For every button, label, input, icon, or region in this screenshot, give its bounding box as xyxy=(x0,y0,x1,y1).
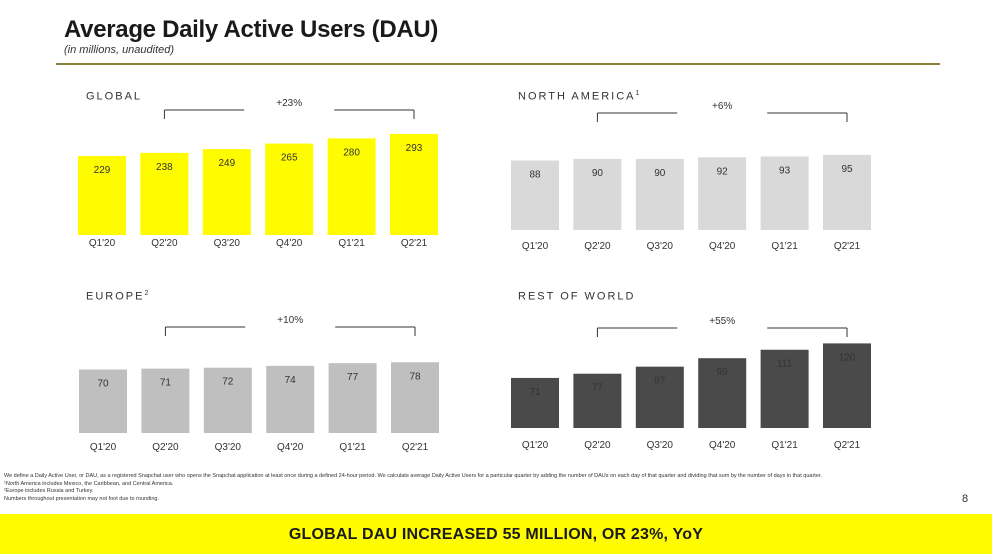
chart-title: NORTH AMERICA1 xyxy=(518,90,640,103)
growth-label: +55% xyxy=(709,316,735,327)
bar-Q3'20 xyxy=(203,367,252,433)
bar-value-label: 249 xyxy=(218,158,235,169)
x-tick-label: Q3'20 xyxy=(647,241,674,252)
bar-Q2'20 xyxy=(573,158,622,230)
growth-label: +6% xyxy=(712,101,732,112)
bar-Q1'21 xyxy=(760,156,809,230)
bar-value-label: 77 xyxy=(347,372,359,383)
bar-Q1'21 xyxy=(328,363,377,433)
chart-title: GLOBAL xyxy=(86,90,143,103)
x-tick-label: Q2'21 xyxy=(834,440,861,451)
footnote-definition: We define a Daily Active User, or DAU, a… xyxy=(4,473,822,479)
bar-Q1'20 xyxy=(511,160,559,230)
rest-of-world-chart: 71 Q1'20 77 Q2'20 87 Q3'20 99 Q4'20 111 Q1'21 120 Q… xyxy=(511,316,871,451)
bar-value-label: 87 xyxy=(654,376,666,387)
bar-Q3'20 xyxy=(202,149,251,235)
bar-value-label: 70 xyxy=(97,379,109,390)
global-chart: 229 Q1'20 238 Q2'20 249 Q3'20 265 Q4'20 280 Q1'21… xyxy=(78,98,438,249)
x-tick-label: Q2'21 xyxy=(834,241,861,252)
bar-value-label: 120 xyxy=(839,352,856,363)
europe-chart: 70 Q1'20 71 Q2'20 72 Q3'20 74 Q4'20 77 Q1'21 78 Q2'… xyxy=(79,315,439,453)
bar-Q1'21 xyxy=(760,349,809,428)
bar-Q4'20 xyxy=(265,143,314,235)
bar-Q3'20 xyxy=(635,366,684,428)
footnote-2: ²Europe includes Russia and Turkey. xyxy=(4,488,94,494)
bar-value-label: 88 xyxy=(529,169,541,180)
page-title: Average Daily Active Users (DAU) xyxy=(64,16,439,43)
x-tick-label: Q2'20 xyxy=(584,440,611,451)
x-tick-label: Q2'21 xyxy=(402,442,429,453)
bar-value-label: 93 xyxy=(779,166,791,177)
x-tick-label: Q1'21 xyxy=(339,442,366,453)
x-tick-label: Q2'20 xyxy=(584,241,611,252)
chart-title: EUROPE2 xyxy=(86,290,149,303)
bar-value-label: 229 xyxy=(94,165,111,176)
x-tick-label: Q4'20 xyxy=(276,238,303,249)
growth-label: +10% xyxy=(277,315,303,326)
banner-text: GLOBAL DAU INCREASED 55 MILLION, OR 23%,… xyxy=(288,526,704,543)
bar-value-label: 95 xyxy=(841,164,853,175)
bar-value-label: 280 xyxy=(343,147,360,158)
bar-Q1'20 xyxy=(78,155,126,235)
x-tick-label: Q4'20 xyxy=(709,440,736,451)
growth-label: +23% xyxy=(276,98,302,109)
x-tick-label: Q1'21 xyxy=(771,241,798,252)
europe-chart-panel: EUROPE2 70 Q1'20 71 Q2'20 72 Q3'20 74 Q4'20 77 Q1… xyxy=(56,290,456,490)
x-tick-label: Q2'20 xyxy=(152,442,179,453)
page-subtitle: (in millions, unaudited) xyxy=(64,44,175,56)
bar-Q1'20 xyxy=(511,377,559,428)
x-tick-label: Q2'21 xyxy=(401,238,428,249)
bar-Q3'20 xyxy=(635,158,684,230)
bar-Q2'20 xyxy=(140,152,189,235)
bar-Q2'20 xyxy=(573,373,622,428)
north-america-chart: 88 Q1'20 90 Q2'20 90 Q3'20 92 Q4'20 93 Q1'21 95 Q2'… xyxy=(511,101,871,252)
bar-value-label: 111 xyxy=(777,359,793,370)
bar-value-label: 71 xyxy=(529,387,541,398)
bar-value-label: 265 xyxy=(281,153,298,164)
bar-value-label: 90 xyxy=(592,168,604,179)
x-tick-label: Q1'20 xyxy=(522,440,549,451)
north-america-chart-panel: NORTH AMERICA1 88 Q1'20 90 Q2'20 90 Q3'20 92 Q4… xyxy=(488,90,888,290)
bar-Q2'21 xyxy=(823,154,871,230)
x-tick-label: Q1'20 xyxy=(90,442,117,453)
x-tick-label: Q3'20 xyxy=(647,440,674,451)
rest-of-world-chart-panel: REST OF WORLD 71 Q1'20 77 Q2'20 87 Q3'20 99 Q4'… xyxy=(488,290,888,490)
bar-Q2'21 xyxy=(823,343,871,428)
bar-value-label: 92 xyxy=(717,166,729,177)
bar-Q2'21 xyxy=(390,133,438,235)
bar-value-label: 74 xyxy=(285,375,297,386)
header-divider xyxy=(56,63,940,65)
x-tick-label: Q2'20 xyxy=(151,238,178,249)
x-tick-label: Q3'20 xyxy=(215,442,242,453)
bar-value-label: 293 xyxy=(406,143,423,154)
bar-Q4'20 xyxy=(698,358,747,428)
bar-Q1'20 xyxy=(79,369,127,433)
chart-title: REST OF WORLD xyxy=(518,290,636,303)
bar-Q1'21 xyxy=(327,138,376,235)
footnotes: We define a Daily Active User, or DAU, a… xyxy=(4,473,914,503)
x-tick-label: Q4'20 xyxy=(709,241,736,252)
bar-value-label: 78 xyxy=(409,371,421,382)
bar-value-label: 99 xyxy=(717,367,729,378)
page-number: 8 xyxy=(962,493,969,505)
x-tick-label: Q1'21 xyxy=(338,238,365,249)
bar-value-label: 90 xyxy=(654,168,666,179)
global-chart-panel: GLOBAL 229 Q1'20 238 Q2'20 249 Q3'20 265 Q4'20 2… xyxy=(56,90,456,290)
summary-banner: GLOBAL DAU INCREASED 55 MILLION, OR 23%,… xyxy=(0,514,992,554)
bar-value-label: 72 xyxy=(222,377,234,388)
bar-value-label: 71 xyxy=(160,378,172,389)
x-tick-label: Q4'20 xyxy=(277,442,304,453)
bar-Q2'21 xyxy=(391,362,439,433)
x-tick-label: Q1'20 xyxy=(89,238,116,249)
footnote-3: Numbers throughout presentation may not … xyxy=(4,495,160,502)
x-tick-label: Q3'20 xyxy=(214,238,241,249)
bar-value-label: 77 xyxy=(592,383,604,394)
footnote-1: ¹North America includes Mexico, the Cari… xyxy=(4,480,174,487)
bar-Q2'20 xyxy=(141,368,190,433)
x-tick-label: Q1'21 xyxy=(771,440,798,451)
bar-Q4'20 xyxy=(698,157,747,230)
x-tick-label: Q1'20 xyxy=(522,241,549,252)
bar-Q4'20 xyxy=(266,365,315,433)
bar-value-label: 238 xyxy=(156,162,173,173)
